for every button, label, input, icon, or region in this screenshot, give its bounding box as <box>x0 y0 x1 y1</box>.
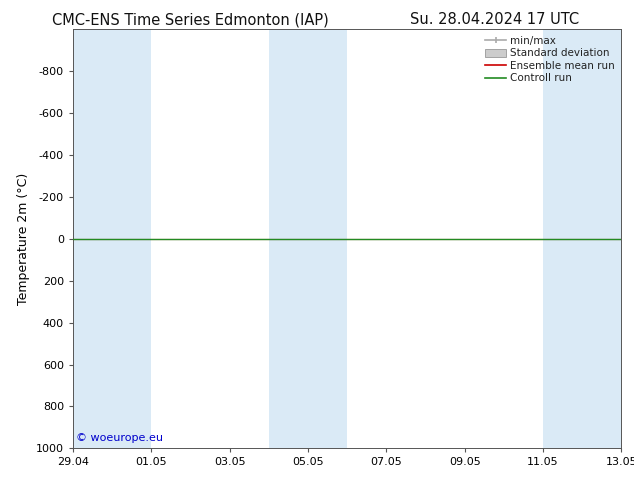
Y-axis label: Temperature 2m (°C): Temperature 2m (°C) <box>17 173 30 305</box>
Bar <box>543 29 621 448</box>
Text: © woeurope.eu: © woeurope.eu <box>75 433 163 443</box>
Bar <box>73 29 152 448</box>
Legend: min/max, Standard deviation, Ensemble mean run, Controll run: min/max, Standard deviation, Ensemble me… <box>482 32 618 87</box>
Text: Su. 28.04.2024 17 UTC: Su. 28.04.2024 17 UTC <box>410 12 579 27</box>
Text: CMC-ENS Time Series Edmonton (IAP): CMC-ENS Time Series Edmonton (IAP) <box>52 12 328 27</box>
Bar <box>269 29 347 448</box>
